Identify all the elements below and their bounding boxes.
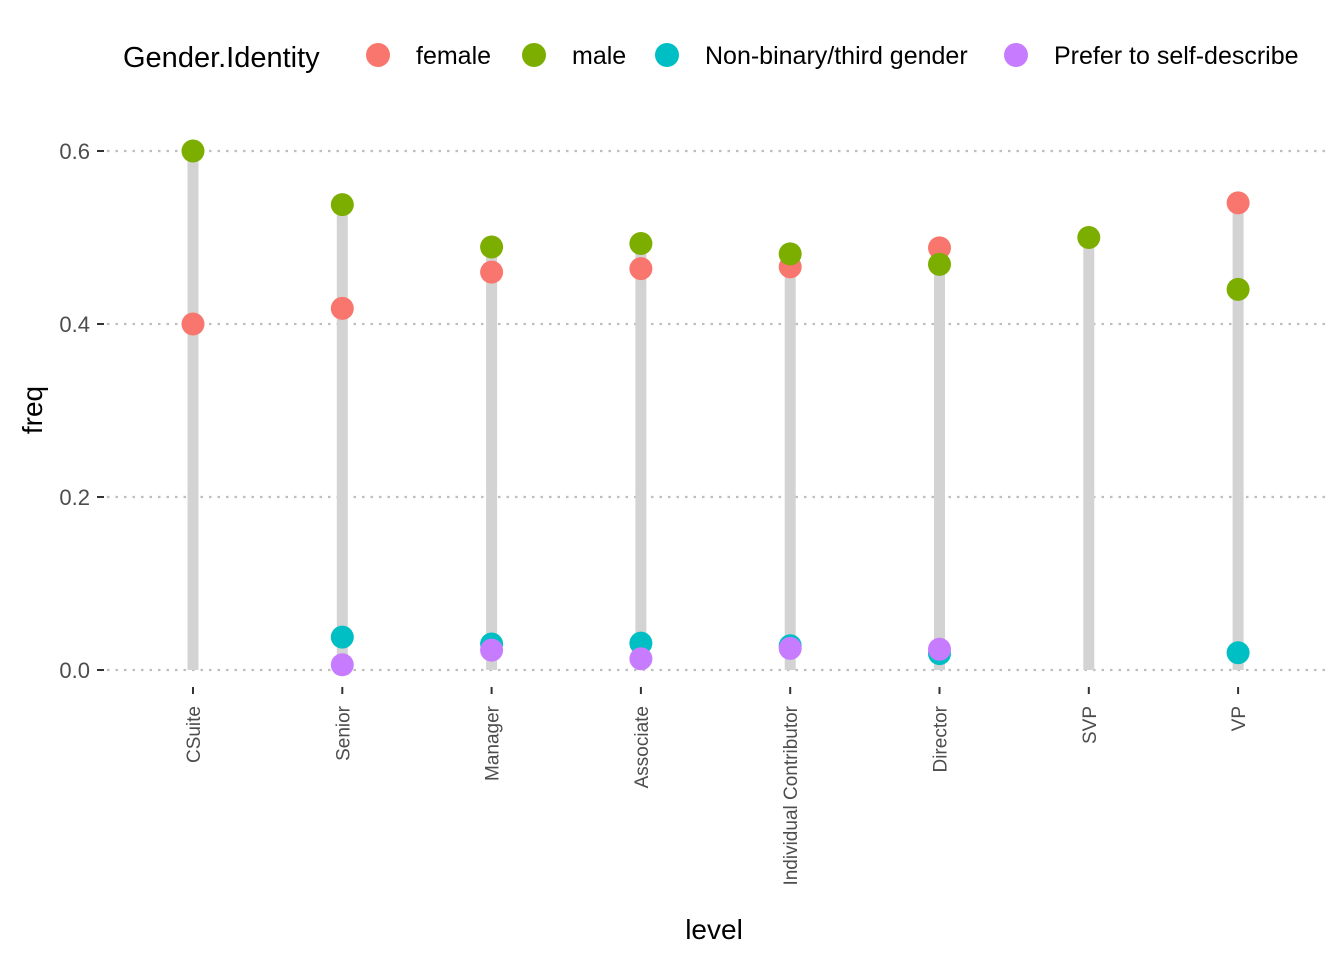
x-tick-label: CSuite <box>184 706 205 763</box>
point-female <box>480 260 504 284</box>
legend-key <box>655 43 679 67</box>
point-prefer-to-self-describe <box>629 647 653 671</box>
point-male <box>480 235 504 259</box>
point-female <box>330 296 354 320</box>
x-tick-label: VP <box>1229 706 1250 731</box>
legend-label: Prefer to self-describe <box>1054 42 1299 70</box>
point-male <box>330 193 354 217</box>
legend-key <box>366 43 390 67</box>
data-points <box>181 139 1250 677</box>
x-axis: CSuite Senior Manager Associate Individual C… <box>184 687 1250 886</box>
point-male <box>1226 277 1250 301</box>
point-prefer-to-self-describe <box>480 638 504 662</box>
gridlines <box>107 149 1330 672</box>
y-axis-title: freq <box>17 386 48 434</box>
x-tick-label: SVP <box>1080 706 1101 744</box>
legend-title: Gender.Identity <box>123 42 320 74</box>
x-tick-label: Director <box>931 705 952 772</box>
y-tick-label: 0.4 <box>59 312 90 337</box>
y-axis: 0.0 0.2 0.4 0.6 <box>59 139 104 683</box>
point-female <box>629 257 653 281</box>
y-tick-label: 0.2 <box>59 485 90 510</box>
point-female <box>928 236 951 260</box>
point-female <box>1226 191 1250 215</box>
point-female <box>181 312 205 336</box>
point-male <box>1077 226 1101 249</box>
x-axis-title: level <box>685 914 743 945</box>
y-tick-label: 0.6 <box>59 139 90 164</box>
point-male <box>629 232 653 256</box>
legend: Gender.Identity female male Non-binary/thi… <box>123 42 1299 74</box>
point-male <box>181 139 205 163</box>
legend-key <box>1004 43 1028 67</box>
point-male <box>928 252 951 276</box>
point-prefer-to-self-describe <box>330 653 354 677</box>
stems <box>187 151 1244 670</box>
x-tick-label: Associate <box>632 706 653 788</box>
legend-label: female <box>416 42 491 70</box>
legend-label: male <box>572 42 626 70</box>
legend-label: Non-binary/third gender <box>705 42 968 70</box>
point-male <box>778 242 802 266</box>
point-non-binary-third-gender <box>1226 641 1250 665</box>
x-tick-label: Senior <box>333 705 354 761</box>
y-tick-label: 0.0 <box>59 658 90 683</box>
legend-key <box>522 43 546 67</box>
x-tick-label: Individual Contributor <box>781 705 802 885</box>
point-prefer-to-self-describe <box>928 637 951 661</box>
point-prefer-to-self-describe <box>778 636 802 660</box>
x-tick-label: Manager <box>483 705 504 781</box>
point-non-binary-third-gender <box>330 625 354 649</box>
